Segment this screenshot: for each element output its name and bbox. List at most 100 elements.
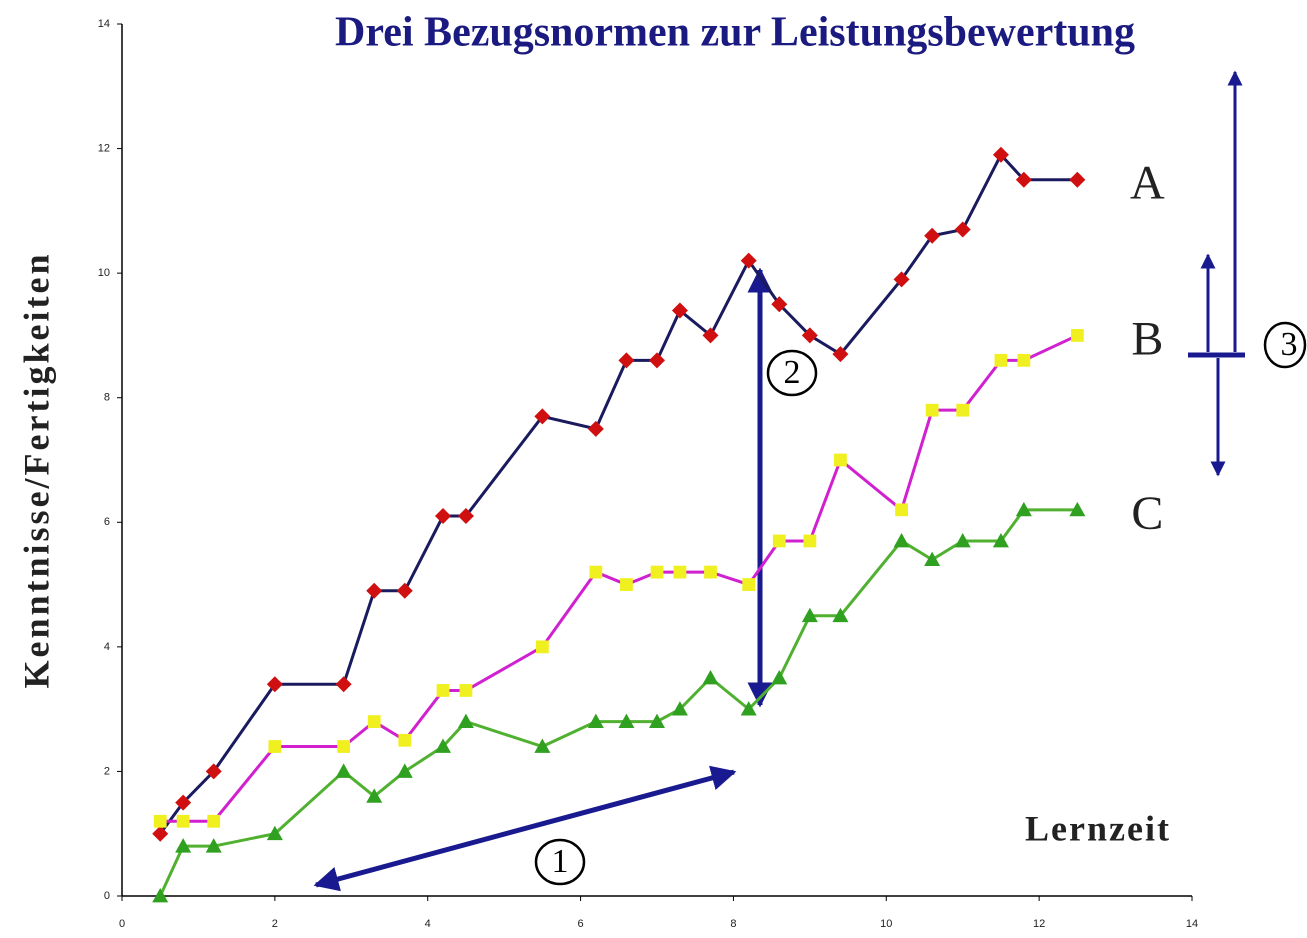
marker xyxy=(801,327,818,344)
series-line xyxy=(159,152,1078,835)
marker xyxy=(534,408,551,425)
marker xyxy=(801,607,818,623)
marker xyxy=(1069,171,1086,188)
y-tick-label: 2 xyxy=(104,765,110,777)
marker xyxy=(268,740,282,753)
marker xyxy=(925,403,939,417)
arrow-1 xyxy=(313,765,737,892)
x-tick-label: 2 xyxy=(272,918,278,930)
marker xyxy=(435,508,451,525)
x-tick-label: 4 xyxy=(425,918,431,930)
marker xyxy=(740,252,757,269)
marker xyxy=(954,532,971,548)
marker xyxy=(895,503,908,517)
marker xyxy=(153,814,167,828)
marker xyxy=(175,794,192,811)
y-tick-label: 10 xyxy=(98,267,110,279)
marker xyxy=(205,838,222,853)
x-tick-label: 10 xyxy=(880,918,892,930)
marker xyxy=(893,271,910,288)
marker xyxy=(1015,171,1032,188)
marker xyxy=(673,565,687,579)
marker xyxy=(152,888,169,903)
marker xyxy=(1070,329,1084,342)
x-tick-label: 0 xyxy=(119,918,125,930)
marker xyxy=(396,582,413,599)
series-line xyxy=(158,508,1078,897)
marker xyxy=(702,327,719,344)
marker xyxy=(534,738,551,753)
marker xyxy=(740,701,757,716)
marker xyxy=(1015,501,1032,517)
marker xyxy=(772,534,786,548)
arrows xyxy=(313,70,1245,892)
marker xyxy=(207,814,221,828)
marker xyxy=(742,578,756,591)
y-tick-label: 4 xyxy=(104,641,110,653)
marker xyxy=(618,713,635,728)
marker xyxy=(702,670,719,685)
marker xyxy=(589,565,603,579)
marker xyxy=(834,453,847,467)
marker xyxy=(205,763,222,780)
marker xyxy=(459,684,473,697)
marker xyxy=(398,733,412,747)
marker xyxy=(175,838,192,853)
marker xyxy=(994,353,1008,367)
y-tick-label: 8 xyxy=(104,392,110,404)
marker xyxy=(956,403,970,417)
marker xyxy=(924,551,941,567)
marker xyxy=(618,352,635,369)
marker xyxy=(535,640,549,654)
marker xyxy=(335,676,352,693)
series-label: C xyxy=(1131,487,1163,540)
marker xyxy=(457,508,474,525)
marker xyxy=(152,825,169,842)
marker xyxy=(771,670,788,685)
marker xyxy=(176,814,190,828)
marker xyxy=(266,676,283,693)
series-line xyxy=(160,334,1078,823)
marker xyxy=(1017,353,1031,367)
x-tick-label: 8 xyxy=(730,918,736,930)
series-label: B xyxy=(1131,312,1163,365)
marker xyxy=(649,352,665,369)
circle-1 xyxy=(534,838,586,886)
marker xyxy=(924,227,941,244)
x-axis-label: Lernzeit xyxy=(1025,808,1171,848)
marker xyxy=(266,825,283,841)
marker xyxy=(650,565,664,579)
marker xyxy=(954,221,971,238)
marker xyxy=(335,763,352,778)
marker xyxy=(832,346,849,363)
annotation: 2 xyxy=(784,354,801,391)
marker xyxy=(671,701,688,716)
marker xyxy=(649,713,665,728)
marker xyxy=(992,146,1009,163)
marker xyxy=(704,565,717,579)
marker xyxy=(457,713,474,728)
marker xyxy=(671,302,688,319)
chart-title: Drei Bezugsnormen zur Leistungsbewertung xyxy=(335,10,1135,56)
marker xyxy=(366,582,383,599)
marker xyxy=(337,740,351,753)
marker xyxy=(803,534,817,548)
marker xyxy=(366,788,383,803)
y-tick-label: 6 xyxy=(104,516,110,528)
y-tick-label: 12 xyxy=(98,142,110,154)
marker xyxy=(587,713,604,728)
marker xyxy=(396,763,413,778)
annotation-circles xyxy=(534,321,1307,886)
marker xyxy=(992,532,1009,548)
marker xyxy=(587,420,604,437)
circle-3 xyxy=(1263,321,1307,369)
marker xyxy=(832,607,849,623)
annotation: 1 xyxy=(552,843,569,880)
marker xyxy=(893,532,910,548)
series-label: A xyxy=(1130,157,1165,210)
marker xyxy=(771,296,788,313)
x-tick-label: 6 xyxy=(578,918,584,930)
marker xyxy=(436,684,450,697)
